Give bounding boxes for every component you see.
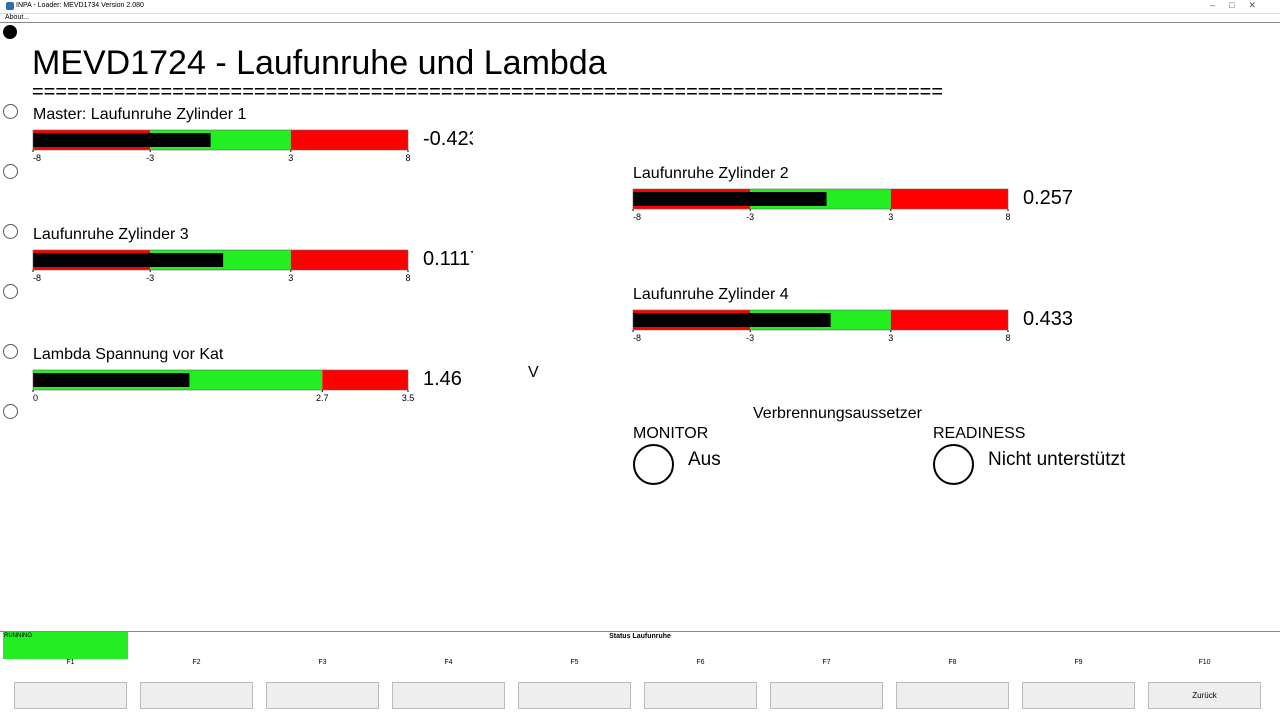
- gauge-tick-label: 8: [1005, 212, 1010, 222]
- fkey-button[interactable]: [644, 682, 757, 709]
- gauge-frame: [32, 129, 409, 151]
- gauge-frame: [632, 309, 1009, 331]
- indicator-lamp: [933, 444, 974, 485]
- gauge-tick-label: 3.5: [402, 393, 415, 403]
- radio[interactable]: [3, 224, 18, 239]
- indicator-label: MONITOR: [633, 425, 709, 442]
- app-icon: [6, 2, 14, 10]
- running-text: RUNNING: [4, 633, 32, 639]
- page-title: MEVD1724 - Laufunruhe und Lambda: [32, 44, 607, 82]
- gauge-tick-label: 8: [405, 153, 410, 163]
- gauge-zone: [290, 250, 408, 270]
- gauges: Master: Laufunruhe Zylinder 1 -8 -3 3 8 Laufu…: [32, 106, 1011, 403]
- fkey-label: F6: [696, 659, 705, 666]
- fkey-button[interactable]: [266, 682, 379, 709]
- radio[interactable]: [3, 284, 18, 299]
- gauge-bar: [633, 192, 827, 206]
- gauge-tick-label: -8: [633, 212, 641, 222]
- fkey-label: F9: [1074, 659, 1083, 666]
- fkey-button[interactable]: Zurück: [1148, 682, 1261, 709]
- fkey-button[interactable]: [392, 682, 505, 709]
- gauge-zone: [290, 130, 408, 150]
- title-bar: [0, 0, 1280, 14]
- gauge-value: 0.1117: [423, 248, 473, 270]
- fkey-label: F1: [66, 659, 75, 666]
- gauge-value: 0.257: [1023, 187, 1073, 209]
- fkey-label: F3: [318, 659, 327, 666]
- gauge-label: Master: Laufunruhe Zylinder 1: [33, 106, 247, 123]
- separator: ========================================…: [32, 82, 944, 102]
- menu-divider: [0, 22, 1280, 23]
- gauge-tick-label: 3: [288, 153, 293, 163]
- fkey-label: F8: [948, 659, 957, 666]
- radio-selected[interactable]: [3, 25, 17, 39]
- gauge-tick-label: -3: [146, 273, 154, 283]
- fkey-label: F5: [570, 659, 579, 666]
- radio[interactable]: [3, 164, 18, 179]
- gauge-frame: [632, 188, 1009, 210]
- gauge-bar: [33, 133, 211, 147]
- gauge-label: Laufunruhe Zylinder 3: [33, 226, 189, 243]
- running-indicator: [3, 632, 128, 659]
- gauge-frame: [32, 249, 409, 271]
- fkey-label: F10: [1198, 659, 1211, 666]
- radio[interactable]: [3, 344, 18, 359]
- gauge-label: Laufunruhe Zylinder 2: [633, 165, 789, 182]
- status-title: Status Laufunruhe: [609, 633, 671, 640]
- gauge-bar: [633, 313, 831, 327]
- gauge-tick-label: 3: [288, 273, 293, 283]
- gauge-tick-label: 3: [888, 333, 893, 343]
- gauge-value: 0.433: [1023, 308, 1073, 330]
- gauge-bar: [33, 373, 190, 387]
- indicator-label: READINESS: [933, 425, 1026, 442]
- gauge-tick-label: -8: [33, 153, 41, 163]
- window-controls[interactable]: –□✕: [1210, 0, 1270, 10]
- gauge-tick-label: 0: [33, 393, 38, 403]
- misfire-title: Verbrennungsaussetzer: [753, 405, 922, 422]
- indicator-state: Nicht unterstützt: [988, 449, 1126, 470]
- radio[interactable]: [3, 104, 18, 119]
- gauge-tick-label: -3: [746, 333, 754, 343]
- gauge-value: -0.423: [423, 128, 473, 150]
- gauge-tick-label: 8: [405, 273, 410, 283]
- gauge-zone: [890, 189, 1008, 209]
- gauge-zone: [890, 310, 1008, 330]
- fkey-label: F4: [444, 659, 453, 666]
- gauge-tick-label: -3: [146, 153, 154, 163]
- indicator-state: Aus: [688, 449, 721, 470]
- radio[interactable]: [3, 404, 18, 419]
- window-title: INPA - Loader: MEVD1734 Version 2.080: [16, 2, 144, 9]
- fkey-button[interactable]: [518, 682, 631, 709]
- fkey-button[interactable]: [1022, 682, 1135, 709]
- gauge-frame: [32, 369, 409, 391]
- gauge-bar: [33, 253, 224, 267]
- fkey-button[interactable]: [896, 682, 1009, 709]
- gauge-tick-label: -8: [33, 273, 41, 283]
- gauge-tick-label: -3: [746, 212, 754, 222]
- status-divider: [0, 631, 1280, 632]
- gauge-unit: V: [528, 364, 539, 381]
- gauge-tick-label: 8: [1005, 333, 1010, 343]
- fkey-button[interactable]: [14, 682, 127, 709]
- gauge-zone: [322, 370, 408, 390]
- fkey-label: F7: [822, 659, 831, 666]
- gauge-label: Lambda Spannung vor Kat: [33, 346, 224, 363]
- fkey-button[interactable]: [770, 682, 883, 709]
- menu-about[interactable]: About...: [5, 14, 30, 21]
- fkey-button[interactable]: [140, 682, 253, 709]
- gauge-label: Laufunruhe Zylinder 4: [633, 286, 789, 303]
- gauge-tick-label: 3: [888, 212, 893, 222]
- indicator-lamp: [633, 444, 674, 485]
- fkey-label: F2: [192, 659, 201, 666]
- gauge-tick-label: 2.7: [316, 393, 329, 403]
- gauge-value: 1.46: [423, 368, 462, 390]
- gauge-tick-label: -8: [633, 333, 641, 343]
